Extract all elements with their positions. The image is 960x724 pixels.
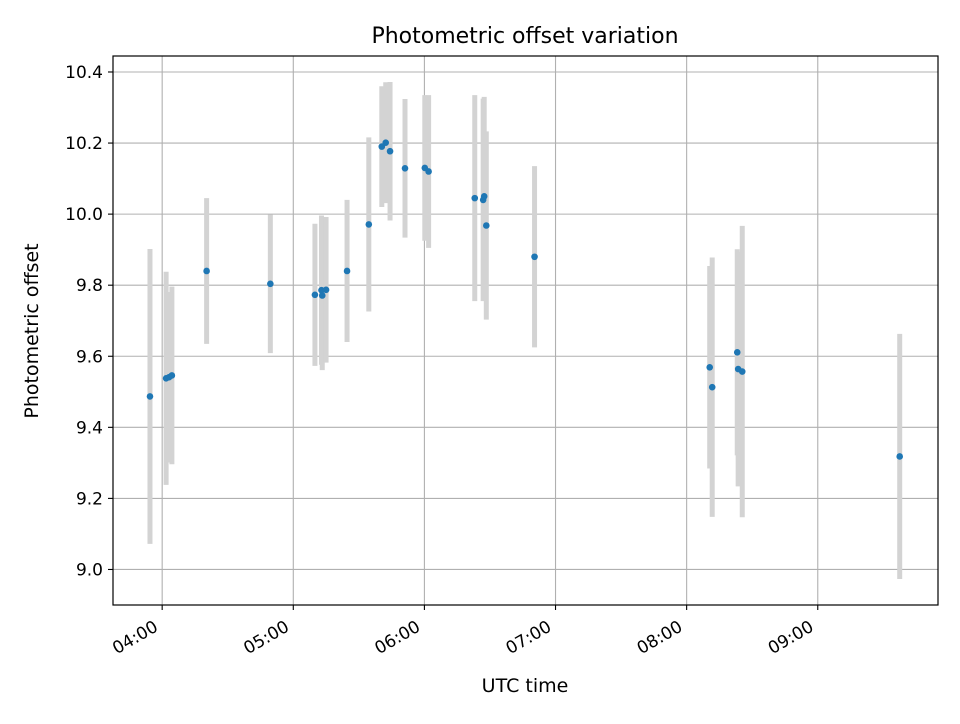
data-point xyxy=(365,221,373,228)
data-point xyxy=(401,164,409,172)
data-points xyxy=(146,139,904,460)
data-point xyxy=(386,147,394,155)
y-tick-label: 9.0 xyxy=(76,560,103,580)
grid xyxy=(113,56,938,605)
data-point xyxy=(343,267,351,275)
y-tick-label: 9.4 xyxy=(76,418,103,438)
plot-frame xyxy=(112,55,939,606)
y-tick-label: 9.6 xyxy=(76,347,103,367)
y-tick-label: 9.2 xyxy=(76,489,103,509)
data-point xyxy=(480,193,488,200)
y-axis-label: Photometric offset xyxy=(21,243,43,418)
data-point xyxy=(706,363,714,371)
data-point xyxy=(382,139,390,147)
data-point xyxy=(708,383,716,391)
data-point xyxy=(482,222,490,229)
data-point xyxy=(322,286,330,294)
data-point xyxy=(471,194,479,202)
data-point xyxy=(146,393,154,400)
data-point xyxy=(531,253,538,261)
data-point xyxy=(425,168,432,175)
data-point xyxy=(738,368,746,375)
data-point xyxy=(733,349,741,356)
y-tick-label: 10.0 xyxy=(65,205,103,225)
data-point xyxy=(318,292,326,299)
data-point xyxy=(203,267,210,275)
data-point xyxy=(267,280,274,288)
y-tick-label: 10.4 xyxy=(65,63,103,83)
data-point xyxy=(168,372,176,379)
data-point xyxy=(896,453,904,460)
chart-title: Photometric offset variation xyxy=(371,24,678,49)
y-tick-label: 10.2 xyxy=(65,134,103,154)
y-tick-label: 9.8 xyxy=(76,276,103,296)
x-axis-label: UTC time xyxy=(482,675,569,697)
data-point xyxy=(311,291,319,299)
